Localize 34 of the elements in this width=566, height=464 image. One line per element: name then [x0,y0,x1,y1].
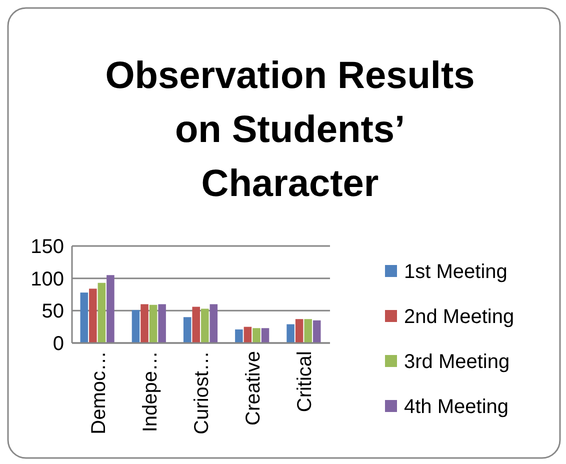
bar [140,304,148,343]
bar [201,308,209,343]
y-tick-label: 0 [52,333,64,355]
y-tick-label: 150 [30,236,64,258]
bar [235,329,243,343]
bar [295,319,304,343]
bar [312,320,321,343]
bar [98,282,106,343]
bar [286,324,294,343]
x-tick-label: Critical [294,351,316,412]
bar [183,317,192,343]
bar [192,306,200,343]
x-tick-label: Indepe… [139,351,162,432]
x-tick-label: Democ… [88,351,110,434]
bar [80,292,88,343]
bar [89,288,97,343]
chart-title: Observation Results on Students’ Character [105,55,475,205]
bar [261,328,270,343]
y-tick-label: 100 [30,268,64,290]
bar [158,304,166,343]
bar [304,319,312,343]
x-tick-label: Creative [242,351,265,426]
x-tick-label: Curiost… [191,351,213,434]
legend-label: 4th Meeting [404,396,509,418]
bar [132,310,140,343]
y-tick-label: 50 [42,300,64,323]
legend-label: 2nd Meeting [404,306,514,328]
legend-label: 1st Meeting [404,261,508,283]
bar [244,326,252,343]
legend-label: 3rd Meeting [404,351,510,373]
bar [149,304,158,343]
bar [210,304,218,343]
bar [106,275,114,343]
bar [252,328,260,343]
